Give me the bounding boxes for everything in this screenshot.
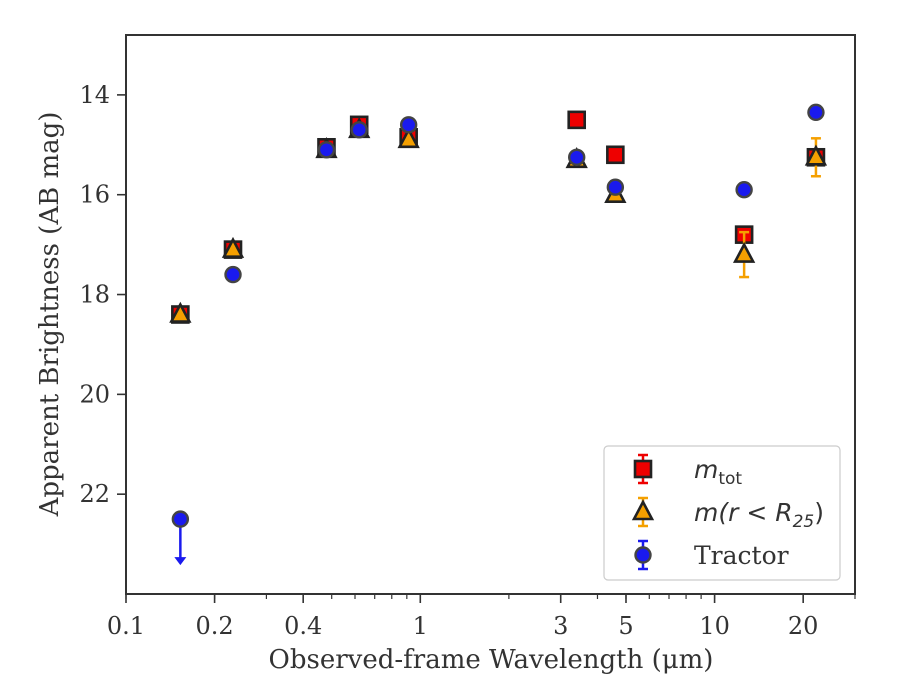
data-point [807, 103, 825, 122]
legend-box [603, 445, 841, 581]
y-tick-label: 16 [79, 181, 110, 209]
plot-frame [125, 34, 856, 595]
legend-label-suffix: ) [814, 498, 824, 527]
legend-marker [633, 459, 653, 479]
data-point [221, 236, 245, 258]
y-tick-label: 18 [79, 281, 110, 309]
x-axis-ticks: 0.1 0.2 0.4 1 3 5 10 20 [107, 594, 819, 640]
data-point [732, 241, 756, 263]
data-point [350, 121, 368, 139]
data-point [568, 148, 586, 166]
legend-label-subscript: tot [718, 469, 742, 489]
legend-label-main: m [694, 455, 718, 484]
data-point [567, 110, 587, 130]
legend: mtot m(r < R25) Tractor [603, 445, 841, 581]
legend-label-main: Tractor [694, 541, 789, 570]
x-tick-label: 1 [413, 612, 428, 640]
y-tick-label: 22 [79, 480, 110, 508]
x-axis-label: Observed-frame Wavelength (μm) [269, 645, 714, 675]
legend-label: mtot [694, 455, 742, 489]
legend-marker [634, 546, 652, 564]
data-point [169, 301, 192, 323]
x-tick-label: 0.2 [196, 612, 234, 640]
x-tick-label: 0.4 [284, 612, 322, 640]
legend-label: Tractor [694, 541, 789, 570]
x-tick-label: 20 [788, 612, 819, 640]
data-point [399, 116, 418, 134]
x-tick-label: 3 [553, 612, 568, 640]
upper-limit-arrowhead [174, 557, 187, 566]
data-points [169, 103, 828, 566]
legend-label-main: m(r < R [694, 498, 793, 527]
x-tick-label: 0.1 [107, 612, 145, 640]
x-tick-label: 10 [699, 612, 730, 640]
data-point [397, 127, 420, 149]
data-point [317, 141, 336, 159]
data-point [606, 178, 625, 196]
data-point [735, 181, 753, 199]
y-tick-label: 14 [79, 81, 110, 109]
data-point [224, 265, 242, 284]
data-point [606, 145, 625, 165]
legend-label: m(r < R25) [694, 498, 824, 532]
x-tick-label: 5 [618, 612, 633, 640]
data-point [171, 510, 190, 528]
legend-marker [631, 499, 655, 521]
data-point [804, 144, 828, 166]
y-axis-ticks: 14 16 18 20 22 [79, 81, 126, 508]
series-circle [171, 103, 825, 566]
legend-label-subscript: 25 [793, 512, 815, 532]
series-triangle [169, 117, 828, 323]
series-square [171, 110, 826, 324]
y-tick-label: 20 [79, 380, 110, 408]
y-axis-label: Apparent Brightness (AB mag) [35, 112, 65, 518]
